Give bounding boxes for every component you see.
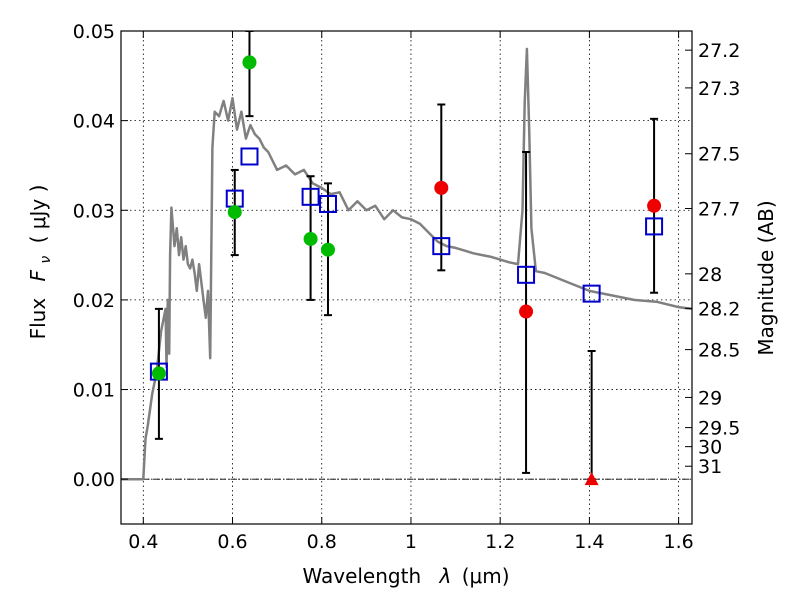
square-marker [582, 284, 601, 303]
magnitude-tick-label: 28.5 [698, 340, 740, 362]
green-circle-marker [303, 231, 318, 246]
magnitude-tick-label: 27.3 [698, 78, 740, 100]
red-circle-marker [519, 304, 534, 319]
y-tick-label: 0.04 [73, 111, 115, 133]
x-tick-label: 1 [405, 531, 417, 553]
magnitude-axis-title: Magnitude (AB) [754, 200, 778, 355]
green-circle-marker [227, 205, 242, 220]
square-marker [240, 147, 259, 166]
y-tick-label: 0.02 [73, 290, 115, 312]
square-marker [301, 187, 320, 206]
red-circle-marker [434, 180, 449, 195]
x-axis-title-unit: (μm) [462, 564, 510, 588]
y-axis-title-subscript: ν [38, 256, 54, 264]
model-spectrum-layer [121, 47, 692, 481]
green-circle-marker [320, 242, 335, 257]
magnitude-tick-label: 27.2 [698, 40, 740, 62]
square-marker [432, 237, 451, 256]
y-axis-ticks: 0.00 0.01 0.02 0.03 0.04 0.05 [73, 21, 128, 491]
y-tick-label: 0.05 [73, 21, 115, 43]
grid-lines [121, 30, 692, 524]
magnitude-tick-label: 27.7 [698, 198, 740, 220]
y-axis-title-unit: ( μJy ) [26, 185, 50, 244]
magnitude-tick-label: 29.5 [698, 418, 740, 440]
x-tick-label: 0.8 [307, 531, 337, 553]
x-tick-label: 0.6 [217, 531, 247, 553]
square-marker [645, 217, 664, 236]
x-tick-label: 1.2 [485, 531, 515, 553]
magnitude-tick-label: 30 [698, 437, 722, 459]
plot-frame [120, 30, 693, 525]
x-tick-label: 1.4 [574, 531, 604, 553]
x-axis-ticks: 0.4 0.6 0.8 1 1.2 1.4 1.6 [128, 31, 694, 553]
data-markers [149, 55, 664, 486]
model-spectrum-line [121, 47, 692, 481]
y-tick-label: 0.03 [73, 200, 115, 222]
x-tick-label: 0.4 [128, 531, 158, 553]
y-tick-label: 0.01 [73, 380, 115, 402]
x-axis-title: Wavelength λ (μm) [302, 564, 509, 588]
red-circle-marker [647, 198, 662, 213]
x-axis-title-text: Wavelength [302, 564, 421, 588]
triangle-marker [584, 472, 599, 486]
y-axis-title: Flux F ν ( μJy ) [26, 185, 55, 340]
x-tick-label: 1.6 [664, 531, 694, 553]
x-axis-title-symbol: λ [439, 564, 452, 588]
square-marker [517, 265, 536, 284]
magnitude-tick-label: 29 [698, 387, 722, 409]
magnitude-tick-label: 28 [698, 264, 722, 286]
square-marker [318, 194, 337, 213]
magnitude-tick-label: 28.2 [698, 298, 740, 320]
magnitude-tick-label: 27.5 [698, 144, 740, 166]
y-axis-title-text: Flux [26, 298, 50, 340]
y-axis-title-symbol: F [26, 269, 50, 281]
green-circle-marker [151, 366, 166, 381]
green-circle-marker [242, 55, 257, 70]
y-tick-label: 0.00 [73, 469, 115, 491]
magnitude-tick-label: 31 [698, 456, 722, 478]
